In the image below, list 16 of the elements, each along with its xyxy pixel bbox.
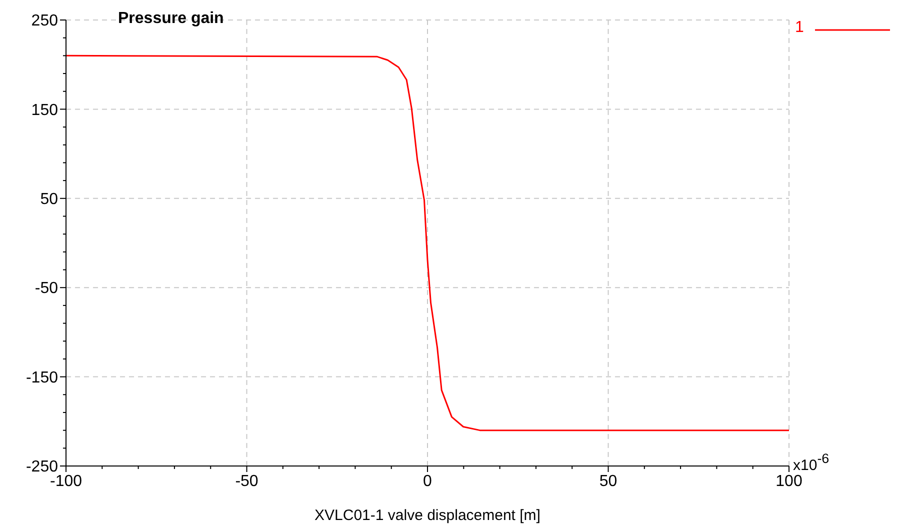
- chart-title: Pressure gain: [118, 10, 224, 27]
- y-tick-label: 150: [31, 102, 58, 119]
- y-tick-label: 50: [40, 191, 58, 208]
- x-tick-label: 50: [599, 473, 618, 490]
- legend-label: 1: [795, 19, 804, 36]
- x-tick-label: 100: [776, 473, 802, 490]
- line-series: [65, 54, 790, 432]
- y-tick-label: -250: [26, 458, 58, 476]
- y-tick-label: 250: [31, 12, 58, 30]
- x-axis-title: XVLC01-1 valve displacement [m]: [314, 507, 540, 524]
- x-tick-label: 0: [423, 473, 432, 490]
- y-tick-label: -50: [34, 280, 58, 298]
- text: x10$^{-6}$: [793, 450, 830, 474]
- x-tick-label: -50: [235, 473, 258, 490]
- x-tick-label: -100: [50, 473, 82, 490]
- y-tick-label: -150: [26, 369, 58, 386]
